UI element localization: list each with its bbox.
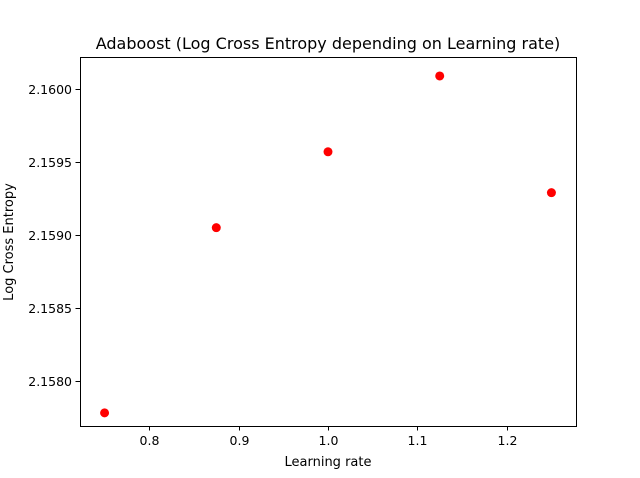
y-tick-label: 2.1585: [28, 301, 72, 316]
data-points: [100, 71, 556, 418]
x-tick-label: 1.2: [498, 433, 518, 448]
y-axis-ticks: 2.1580 2.1585 2.1590 2.1595 2.1600: [28, 82, 80, 389]
chart-title: Adaboost (Log Cross Entropy depending on…: [96, 34, 561, 53]
y-axis-label: Log Cross Entropy: [2, 183, 17, 301]
x-tick-label: 1.1: [408, 433, 428, 448]
x-tick-label: 0.9: [230, 433, 250, 448]
x-axis-ticks: 0.8 0.9 1.0 1.1 1.2: [140, 426, 518, 448]
x-tick-label: 1.0: [319, 433, 339, 448]
y-tick-label: 2.1600: [28, 82, 72, 97]
x-axis-label: Learning rate: [285, 455, 372, 470]
data-point: [323, 147, 333, 157]
plot-area: [80, 57, 576, 426]
y-tick-label: 2.1580: [28, 374, 72, 389]
data-point: [211, 223, 221, 233]
data-point: [435, 71, 445, 81]
x-tick-label: 0.8: [140, 433, 160, 448]
y-tick-label: 2.1595: [28, 155, 72, 170]
data-point: [100, 408, 110, 418]
y-tick-label: 2.1590: [28, 228, 72, 243]
data-point: [546, 188, 556, 198]
